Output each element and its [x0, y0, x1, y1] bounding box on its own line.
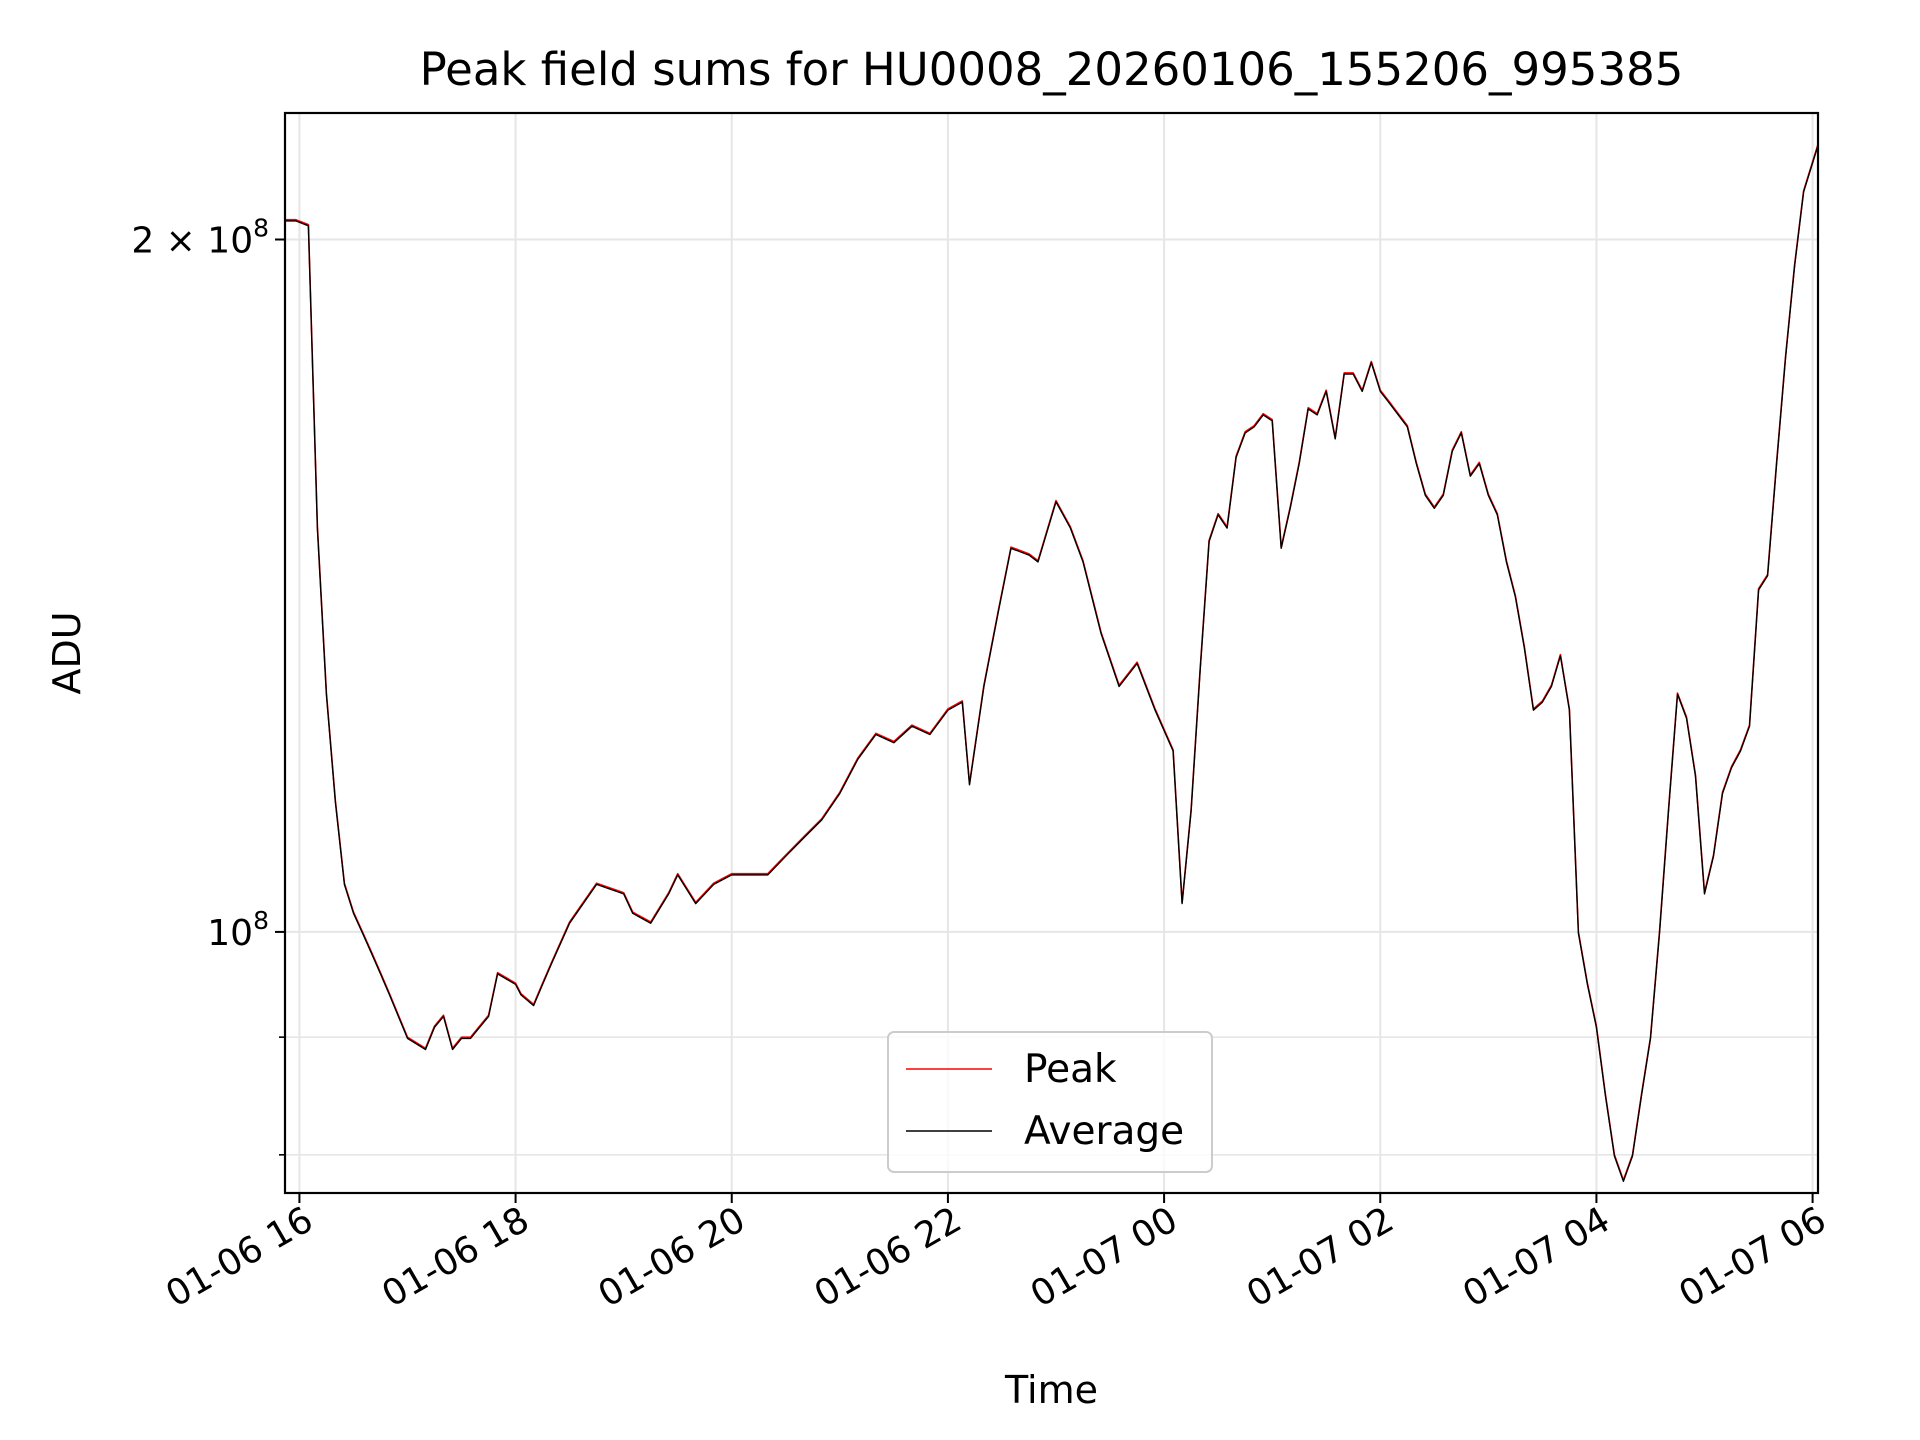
chart-title: Peak field sums for HU0008_20260106_1552…	[420, 43, 1684, 96]
legend-box	[887, 1031, 1213, 1173]
y-tick-label: 108	[207, 906, 269, 954]
legend-label-average: Average	[1024, 1109, 1184, 1154]
legend: Peak Average	[887, 1031, 1213, 1173]
series-layer	[285, 144, 1819, 1182]
y-axis-label: ADU	[45, 611, 89, 694]
series-line-average	[285, 145, 1819, 1182]
legend-label-peak: Peak	[1024, 1047, 1117, 1092]
y-tick-label: 2 × 108	[131, 213, 269, 261]
x-axis-label: Time	[1004, 1368, 1098, 1412]
plot-frame	[283, 111, 1820, 1195]
